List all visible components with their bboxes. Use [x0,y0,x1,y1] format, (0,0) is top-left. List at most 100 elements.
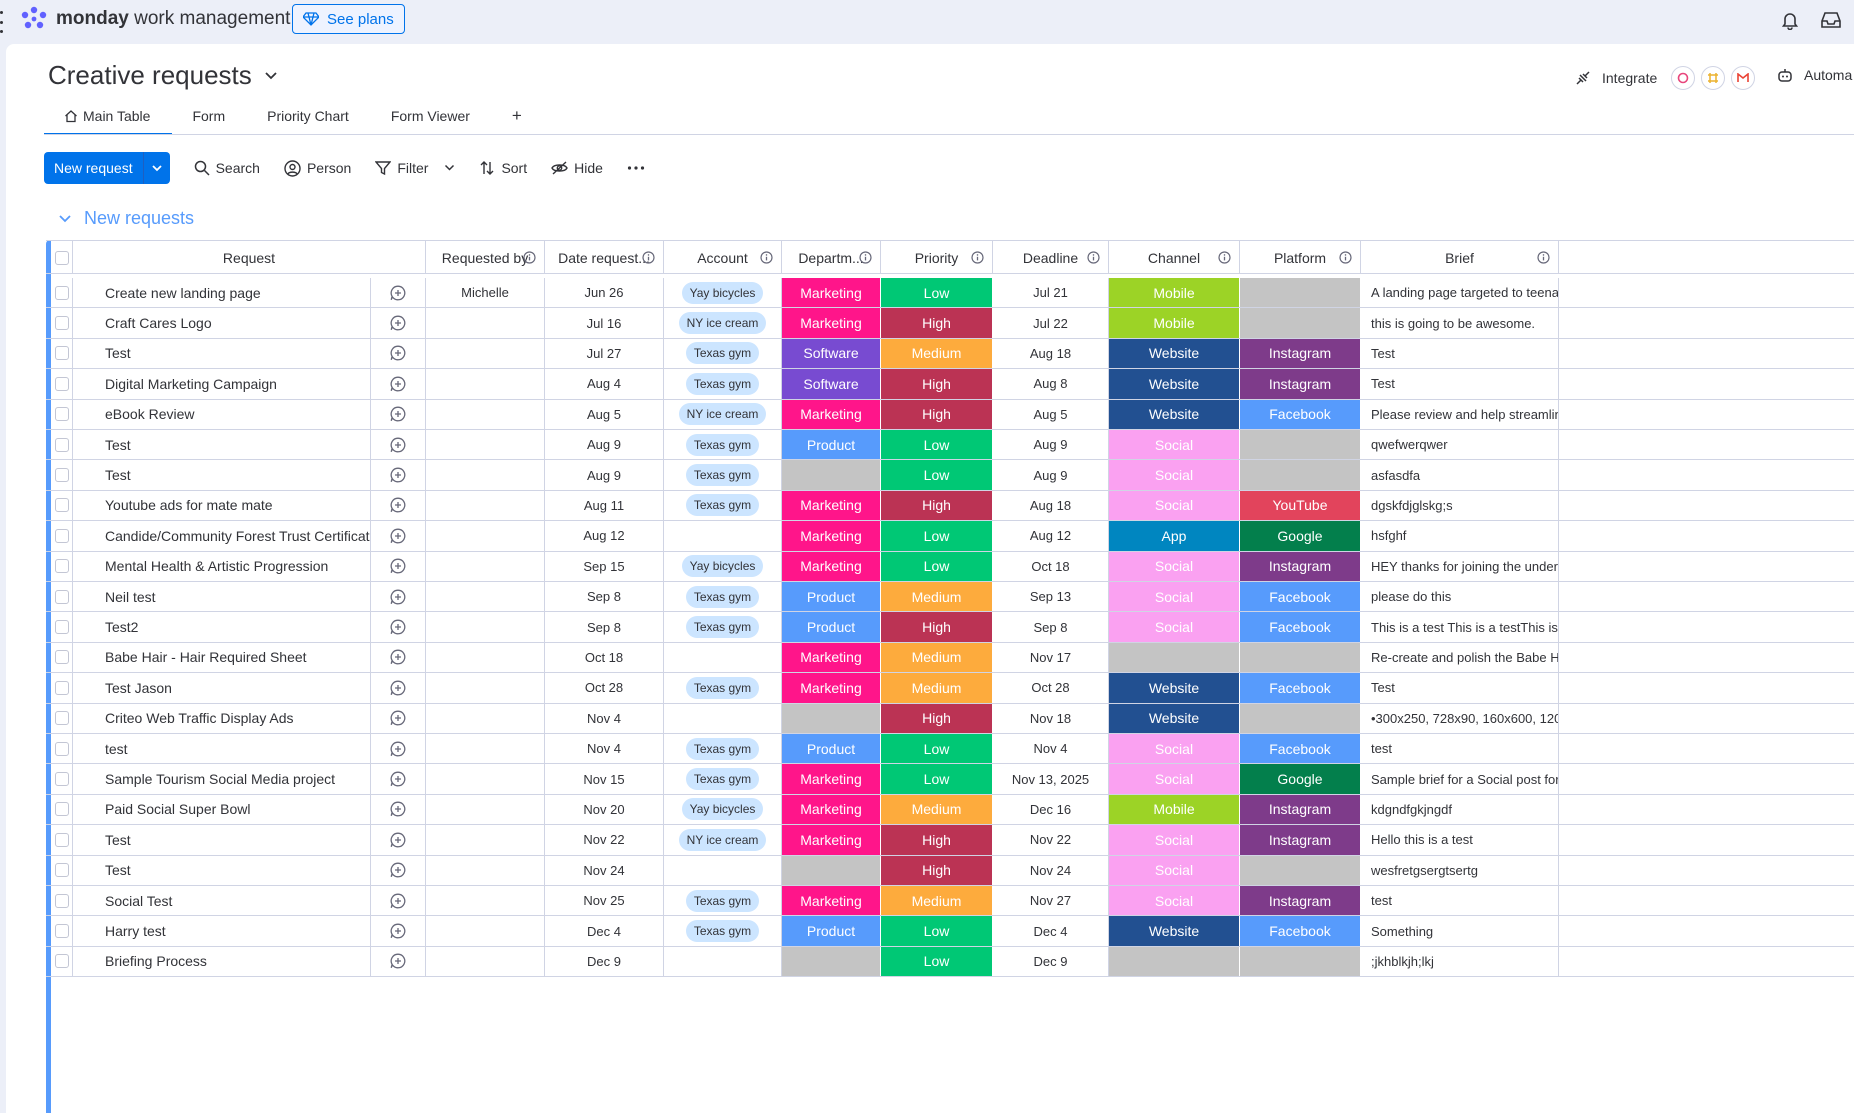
cell-cb[interactable] [51,703,73,733]
channel-status[interactable] [1109,946,1240,977]
cell-cb[interactable] [51,764,73,794]
cell-deadline[interactable]: Aug 9 [993,460,1109,490]
cell-name[interactable]: Craft Cares Logo [73,308,371,338]
platform-status[interactable]: Facebook [1240,916,1361,946]
request-name[interactable]: Test [105,862,131,879]
table-row[interactable]: Social Test Nov 25 Texas gym Marketing Mediu… [46,886,1854,917]
priority-status[interactable]: Low [881,734,993,764]
cell-upd[interactable] [371,551,426,581]
platform-status[interactable]: Facebook [1240,734,1361,764]
cell-by[interactable] [426,551,545,581]
cell-cb[interactable] [51,734,73,764]
priority-status[interactable]: Medium [881,794,993,825]
cell-name[interactable]: Harry test [73,916,371,946]
cell-account[interactable]: Texas gym [664,338,782,369]
cell-brief[interactable]: A landing page targeted to teenag... [1361,278,1559,308]
row-checkbox[interactable] [54,376,69,391]
cell-cb[interactable] [51,490,73,521]
cell-cb[interactable] [51,794,73,825]
row-checkbox[interactable] [54,680,69,695]
platform-status[interactable] [1240,460,1361,490]
row-checkbox[interactable] [54,893,69,908]
add-update-icon[interactable] [390,406,406,422]
brief-text[interactable]: Test [1371,680,1395,696]
column-header-brief[interactable]: Brief [1361,241,1559,274]
cell-deadline[interactable]: Aug 18 [993,490,1109,521]
cell-account[interactable]: NY ice cream [664,399,782,429]
cell-cb[interactable] [51,399,73,429]
priority-status[interactable]: Low [881,430,993,460]
cell-upd[interactable] [371,612,426,642]
column-header-dept[interactable]: Departm... [782,241,881,274]
brief-text[interactable]: kdgndfgkjngdf [1371,801,1452,817]
account-tag[interactable]: Yay bicycles [681,555,764,578]
brief-text[interactable]: HEY thanks for joining the undergr... [1371,558,1559,574]
integrate-button[interactable]: Integrate [1574,66,1756,90]
priority-status[interactable]: High [881,612,993,642]
cell-by[interactable] [426,490,545,521]
cell-deadline[interactable]: Nov 18 [993,703,1109,733]
brief-text[interactable]: Hello this is a test [1371,832,1473,848]
channel-status[interactable]: Social [1109,764,1240,794]
cell-cb[interactable] [51,551,73,581]
cell-deadline[interactable]: Nov 17 [993,642,1109,673]
priority-status[interactable]: Medium [881,338,993,369]
table-row[interactable]: Create new landing page Michelle Jun 26 Yay… [46,278,1854,309]
cell-cb[interactable] [51,369,73,399]
table-row[interactable]: Briefing Process Dec 9 Low Dec 9 ;jkhblkjh;l… [46,946,1854,978]
row-checkbox[interactable] [54,468,69,483]
cell-cb[interactable] [51,278,73,308]
cell-account[interactable]: Texas gym [664,673,782,703]
dept-status[interactable]: Marketing [782,490,881,521]
request-name[interactable]: Test [105,345,131,362]
cell-account[interactable] [664,855,782,885]
row-checkbox[interactable] [54,863,69,878]
brief-text[interactable]: Test [1371,376,1395,392]
brief-text[interactable]: this is going to be awesome. [1371,315,1536,331]
account-tag[interactable]: Texas gym [685,737,760,760]
cell-brief[interactable]: Test [1361,338,1559,369]
dept-status[interactable] [782,460,881,490]
channel-status[interactable]: App [1109,521,1240,551]
cell-upd[interactable] [371,946,426,977]
priority-status[interactable]: High [881,369,993,399]
channel-status[interactable]: Mobile [1109,794,1240,825]
dept-status[interactable]: Product [782,582,881,612]
account-tag[interactable]: Texas gym [685,616,760,639]
account-tag[interactable]: NY ice cream [678,403,767,426]
channel-status[interactable]: Website [1109,916,1240,946]
dept-status[interactable]: Product [782,612,881,642]
platform-status[interactable]: Facebook [1240,612,1361,642]
cell-date[interactable]: Jul 16 [545,308,664,338]
request-name[interactable]: eBook Review [105,406,195,423]
row-checkbox[interactable] [54,407,69,422]
request-name[interactable]: Paid Social Super Bowl [105,801,251,818]
cell-brief[interactable]: •300x250, 728x90, 160x600, 120x... [1361,703,1559,733]
board-title[interactable]: Creative requests [48,60,278,91]
request-name[interactable]: Test2 [105,619,139,636]
add-update-icon[interactable] [390,649,406,665]
request-name[interactable]: Criteo Web Traffic Display Ads [105,710,294,727]
table-row[interactable]: Sample Tourism Social Media project Nov 1… [46,764,1854,795]
cell-deadline[interactable]: Nov 24 [993,855,1109,885]
row-checkbox[interactable] [54,285,69,300]
add-update-icon[interactable] [390,528,406,544]
dept-status[interactable]: Marketing [782,764,881,794]
platform-status[interactable]: Instagram [1240,825,1361,855]
request-name[interactable]: Test Jason [105,679,172,696]
cell-upd[interactable] [371,278,426,308]
priority-status[interactable]: High [881,703,993,733]
priority-status[interactable]: Medium [881,886,993,916]
cell-cb[interactable] [51,886,73,916]
priority-status[interactable]: High [881,490,993,521]
cell-by[interactable] [426,673,545,703]
account-tag[interactable]: Texas gym [685,676,760,699]
cell-by[interactable] [426,916,545,946]
priority-status[interactable]: High [881,825,993,855]
cell-deadline[interactable]: Sep 8 [993,612,1109,642]
priority-status[interactable]: High [881,855,993,885]
cell-account[interactable] [664,703,782,733]
cell-upd[interactable] [371,582,426,612]
cell-deadline[interactable]: Aug 12 [993,521,1109,551]
cell-upd[interactable] [371,886,426,916]
